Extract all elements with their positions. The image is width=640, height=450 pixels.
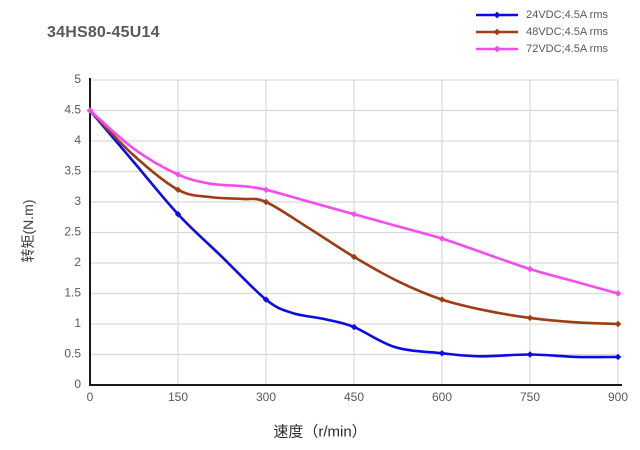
y-tick-label: 0 [74, 377, 81, 391]
y-tick-label: 2 [74, 255, 81, 269]
series-marker-48vdc [614, 320, 622, 328]
series-line-72vdc [88, 109, 620, 295]
legend-line-marker-icon [476, 28, 519, 36]
series-line-48vdc [88, 109, 620, 326]
y-axis-label: 转矩(N.m) [20, 199, 36, 263]
series-marker-48vdc [526, 314, 534, 322]
legend: 24VDC;4.5A rms 48VDC;4.5A rms 72VDC;4.5A r… [475, 8, 608, 56]
legend-label: 72VDC;4.5A rms [526, 43, 608, 55]
y-tick-label: 2.5 [64, 225, 81, 239]
series-marker-72vdc [526, 265, 534, 273]
x-tick-label: 750 [520, 390, 540, 404]
legend-item-24vdc: 24VDC;4.5A rms [475, 8, 608, 22]
y-tick-label: 1.5 [64, 286, 81, 300]
x-tick-label: 900 [608, 390, 628, 404]
x-tick-label: 150 [168, 390, 188, 404]
series-marker-48vdc [350, 253, 358, 261]
series-marker-24vdc [350, 323, 358, 331]
chart-title: 34HS80-45U14 [47, 24, 160, 41]
y-tick-label: 0.5 [64, 347, 81, 361]
legend-label: 48VDC;4.5A rms [526, 26, 608, 38]
y-tick-label: 5 [74, 72, 81, 86]
legend-label: 24VDC;4.5A rms [526, 9, 608, 21]
y-tick-label: 3 [74, 194, 81, 208]
x-tick-label: 300 [256, 390, 276, 404]
series-marker-72vdc [262, 186, 270, 193]
legend-item-48vdc: 48VDC;4.5A rms [475, 25, 608, 39]
series-marker-48vdc [174, 186, 182, 193]
x-axis-label: 速度（r/min） [273, 423, 367, 441]
series-marker-24vdc [174, 211, 182, 218]
y-tick-label: 4.5 [64, 103, 81, 117]
x-tick-label: 450 [344, 390, 364, 404]
series-marker-48vdc [438, 296, 446, 303]
y-tick-label: 3.5 [64, 164, 81, 178]
series-marker-72vdc [86, 107, 94, 114]
series-marker-72vdc [438, 235, 446, 242]
series-marker-72vdc [174, 171, 182, 178]
series-marker-24vdc [438, 350, 446, 357]
legend-line-marker-icon [476, 11, 519, 19]
legend-item-72vdc: 72VDC;4.5A rms [475, 42, 608, 56]
y-tick-label: 1 [74, 316, 81, 330]
series-marker-24vdc [526, 351, 534, 358]
x-tick-label: 0 [87, 390, 94, 404]
x-tick-label: 600 [432, 390, 452, 404]
series-marker-24vdc [614, 353, 622, 361]
legend-line-marker-icon [476, 45, 519, 53]
series-marker-72vdc [614, 290, 622, 297]
y-tick-label: 4 [74, 133, 81, 147]
series-marker-48vdc [262, 198, 270, 206]
series-marker-24vdc [262, 296, 270, 303]
series-marker-72vdc [350, 211, 358, 218]
